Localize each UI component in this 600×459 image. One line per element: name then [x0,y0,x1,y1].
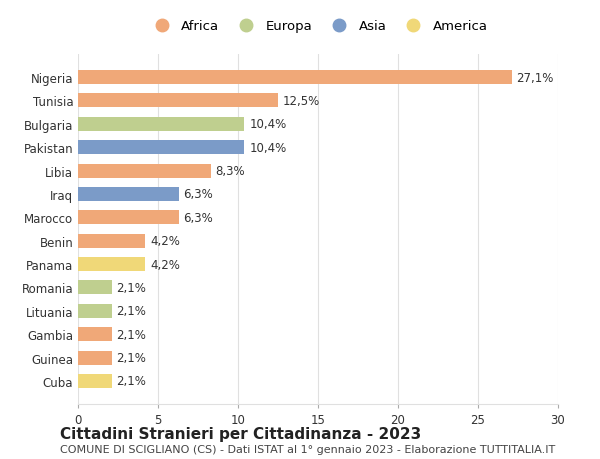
Text: 2,1%: 2,1% [116,351,146,364]
Bar [78,141,244,155]
Text: COMUNE DI SCIGLIANO (CS) - Dati ISTAT al 1° gennaio 2023 - Elaborazione TUTTITAL: COMUNE DI SCIGLIANO (CS) - Dati ISTAT al… [60,444,555,454]
Bar [78,188,179,202]
Text: 10,4%: 10,4% [249,118,286,131]
Bar [78,374,112,388]
Text: 2,1%: 2,1% [116,305,146,318]
Text: 10,4%: 10,4% [249,141,286,154]
Text: 2,1%: 2,1% [116,375,146,387]
Text: 2,1%: 2,1% [116,328,146,341]
Text: 6,3%: 6,3% [184,211,214,224]
Bar [78,234,145,248]
Bar [78,71,512,85]
Text: 12,5%: 12,5% [283,95,320,108]
Text: 27,1%: 27,1% [517,72,554,84]
Text: 8,3%: 8,3% [215,165,245,178]
Text: 6,3%: 6,3% [184,188,214,201]
Legend: Africa, Europa, Asia, America: Africa, Europa, Asia, America [145,17,491,37]
Bar [78,327,112,341]
Bar [78,118,244,132]
Bar [78,281,112,295]
Bar [78,351,112,365]
Text: Cittadini Stranieri per Cittadinanza - 2023: Cittadini Stranieri per Cittadinanza - 2… [60,425,421,441]
Text: 2,1%: 2,1% [116,281,146,294]
Text: 4,2%: 4,2% [150,258,180,271]
Bar [78,211,179,225]
Bar [78,304,112,318]
Bar [78,257,145,271]
Bar [78,94,278,108]
Text: 4,2%: 4,2% [150,235,180,248]
Bar [78,164,211,178]
